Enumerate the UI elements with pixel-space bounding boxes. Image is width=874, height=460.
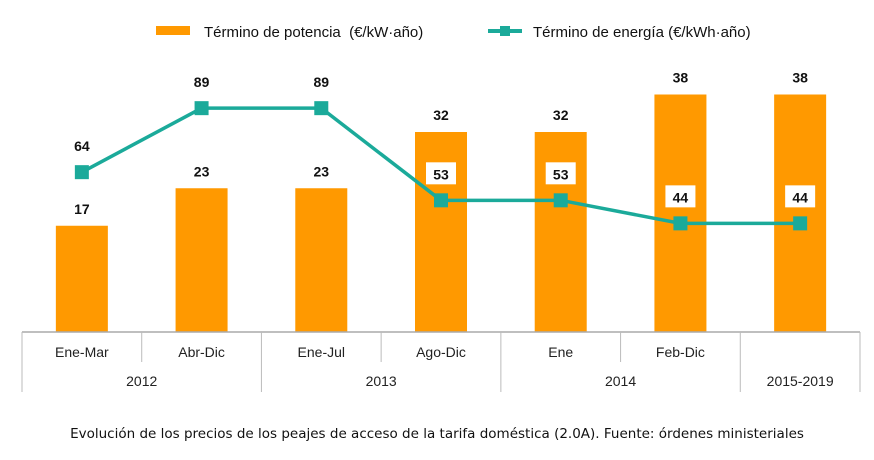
line-label: 89 — [194, 74, 210, 90]
x-tick-label: Abr-Dic — [178, 344, 225, 360]
line-label-box — [665, 185, 696, 208]
bar — [55, 225, 108, 332]
bar — [175, 188, 228, 332]
bar-label: 17 — [74, 201, 90, 217]
group-label: 2013 — [366, 373, 397, 389]
bar — [295, 188, 348, 332]
bar — [774, 94, 827, 332]
legend: Término de potencia (€/kW·año) Término d… — [156, 24, 751, 41]
x-tick-label: Ene-Mar — [55, 344, 109, 360]
legend-swatch-potencia — [156, 26, 190, 35]
x-tick-label: Ene-Jul — [298, 344, 345, 360]
line-label: 44 — [673, 189, 689, 205]
group-label: 2014 — [605, 373, 636, 389]
chart: Término de potencia (€/kW·año) Término d… — [21, 24, 861, 392]
line-label: 89 — [313, 74, 329, 90]
bar — [654, 94, 707, 332]
line-label: 44 — [792, 189, 808, 205]
line-marker — [673, 216, 688, 231]
line-label-box — [545, 162, 576, 185]
x-tick-label: Ene — [548, 344, 573, 360]
bar — [415, 132, 467, 332]
group-label: 2015-2019 — [767, 373, 834, 389]
caption: Evolución de los precios de los peajes d… — [70, 426, 804, 442]
line-marker — [314, 101, 329, 116]
bar-label: 23 — [194, 163, 210, 179]
line-marker — [74, 165, 89, 180]
legend-label-energia: Término de energía (€/kWh·año) — [533, 24, 751, 41]
legend-label-potencia: Término de potencia (€/kW·año) — [204, 24, 423, 41]
x-tick-label: Feb-Dic — [656, 344, 705, 360]
bar-label: 38 — [792, 70, 808, 86]
bar-label: 32 — [553, 107, 569, 123]
x-tick-label: Ago-Dic — [416, 344, 466, 360]
bar-label: 32 — [433, 107, 449, 123]
line-label: 53 — [433, 166, 449, 182]
line-label-box — [426, 162, 456, 185]
line-label: 64 — [74, 138, 90, 154]
bar — [534, 132, 587, 332]
line-label-box — [785, 185, 816, 208]
legend-marker-energia — [500, 26, 510, 36]
line-marker — [553, 193, 568, 208]
bar-label: 38 — [673, 70, 689, 86]
line-label: 53 — [553, 166, 569, 182]
line-marker — [793, 216, 808, 231]
line-marker — [194, 101, 209, 116]
line-marker — [434, 193, 448, 208]
bar-label: 23 — [313, 163, 329, 179]
group-label: 2012 — [126, 373, 157, 389]
